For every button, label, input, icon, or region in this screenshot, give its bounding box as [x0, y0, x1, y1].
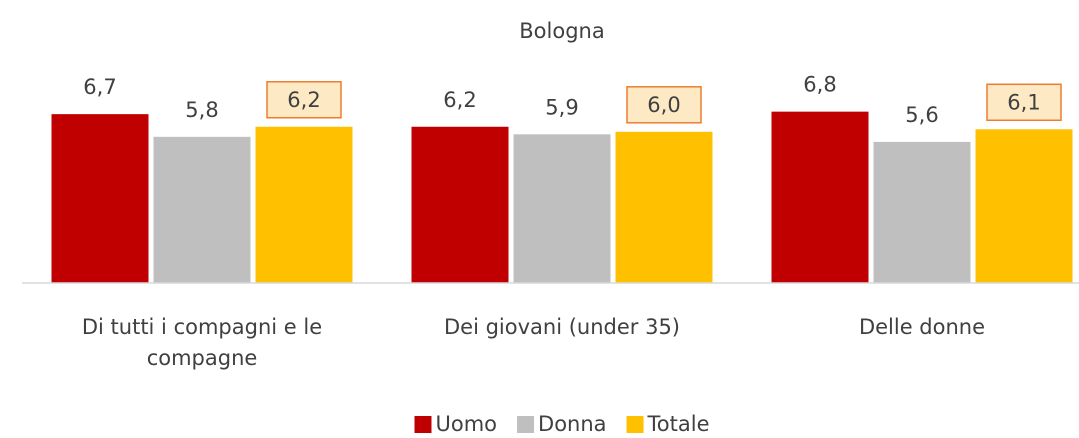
value-label: 5,6	[905, 103, 938, 127]
bar	[873, 141, 971, 283]
value-label: 6,2	[287, 88, 320, 112]
value-label: 6,8	[803, 73, 836, 97]
x-tick-label: Delle donne	[858, 315, 986, 339]
legend-label: Uomo	[435, 412, 497, 436]
value-label: 6,0	[647, 93, 680, 117]
value-label-box	[986, 83, 1062, 122]
value-label-box	[626, 86, 702, 124]
bar	[411, 126, 509, 283]
x-tick-label: Dei giovani (under 35)	[443, 315, 680, 339]
value-label-box	[266, 81, 342, 119]
bar	[975, 129, 1073, 283]
bar	[51, 114, 149, 283]
bar	[513, 134, 611, 283]
bar	[615, 131, 713, 283]
bar	[153, 136, 251, 283]
legend-swatch	[517, 416, 535, 433]
chart-title: Bologna	[519, 19, 604, 43]
bar	[255, 126, 353, 283]
bar	[771, 111, 869, 283]
value-label: 6,2	[443, 88, 476, 112]
legend-swatch	[626, 416, 644, 433]
value-label: 5,8	[185, 98, 218, 122]
legend-swatch	[414, 416, 432, 433]
value-label: 5,9	[545, 95, 578, 119]
value-label: 6,1	[1007, 90, 1040, 114]
value-label: 6,7	[83, 75, 116, 99]
legend-label: Donna	[538, 412, 607, 436]
x-tick-label: Di tutti i compagni e le compagne	[81, 315, 323, 370]
legend-label: Totale	[647, 412, 710, 436]
legend: Uomo Donna Totale	[414, 412, 710, 436]
